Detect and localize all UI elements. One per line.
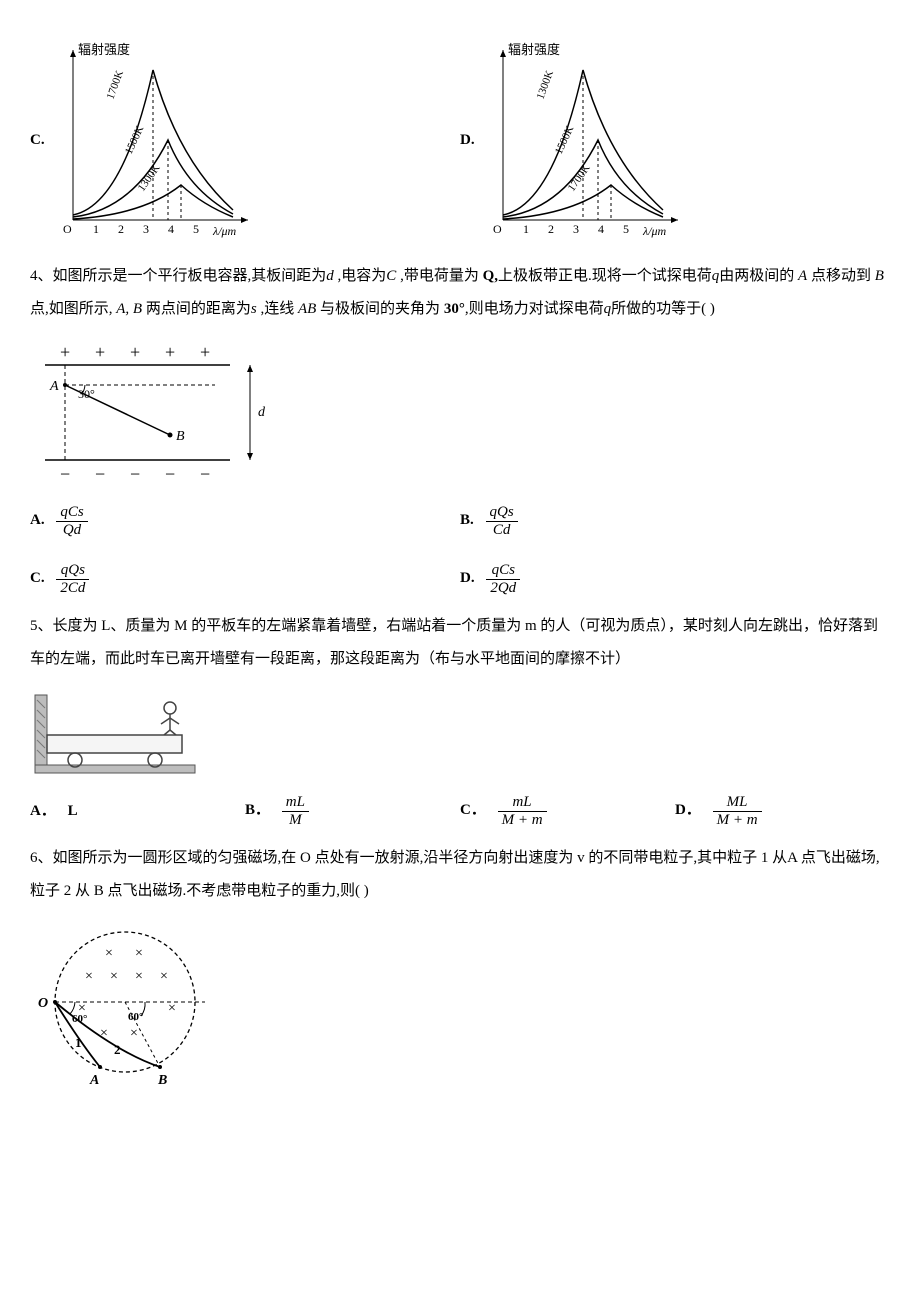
svg-text:5: 5 bbox=[193, 222, 199, 236]
svg-text:1700K: 1700K bbox=[104, 69, 126, 101]
svg-text:×: × bbox=[160, 969, 168, 984]
svg-text:×: × bbox=[168, 1001, 176, 1016]
q6-number: 6、 bbox=[30, 850, 53, 866]
q4-options: A. qCsQd B. qQsCd C. qQs2Cd D. qCs2Qd bbox=[30, 504, 890, 596]
svg-text:1300K: 1300K bbox=[135, 162, 162, 193]
svg-text:−: − bbox=[200, 464, 210, 484]
q5-number: 5、 bbox=[30, 618, 53, 634]
q5-option-b: B． mLM bbox=[245, 794, 460, 828]
q5-option-d: D． MLM + m bbox=[675, 794, 890, 828]
q6-diagram: O ×× ×××× ×× ×× A B 60° 60° 1 2 bbox=[30, 922, 890, 1092]
svg-text:λ/μm: λ/μm bbox=[642, 224, 667, 238]
q5-options: A． L B． mLM C． mLM + m D． MLM + m bbox=[30, 794, 890, 828]
svg-text:+: + bbox=[95, 342, 105, 362]
svg-text:+: + bbox=[130, 342, 140, 362]
svg-text:2: 2 bbox=[548, 222, 554, 236]
svg-text:O: O bbox=[493, 222, 502, 236]
svg-text:A: A bbox=[89, 1073, 99, 1088]
svg-text:A: A bbox=[49, 379, 59, 394]
svg-text:60°: 60° bbox=[72, 1013, 87, 1025]
q4-option-d: D. qCs2Qd bbox=[460, 562, 890, 596]
q4-option-a: A. qCsQd bbox=[30, 504, 460, 538]
option-label-c: C. bbox=[30, 128, 45, 152]
svg-text:B: B bbox=[176, 429, 185, 444]
svg-text:辐射强度: 辐射强度 bbox=[78, 42, 130, 57]
svg-text:B: B bbox=[157, 1073, 167, 1088]
q4-text: 4、如图所示是一个平行板电容器,其板间距为d ,电容为C ,带电荷量为 Q,上极… bbox=[30, 260, 890, 326]
svg-text:1: 1 bbox=[93, 222, 99, 236]
q4-diagram: + + + + + − − − − − A B 30° d bbox=[30, 340, 890, 490]
q5-option-a: A． L bbox=[30, 799, 245, 823]
q4-option-c: C. qQs2Cd bbox=[30, 562, 460, 596]
svg-text:−: − bbox=[60, 464, 70, 484]
radiation-graph-d: 辐射强度 λ/μm O 1 2 3 4 5 1300K 1500K 1700K bbox=[483, 40, 683, 240]
option-label-d: D. bbox=[460, 128, 475, 152]
svg-text:+: + bbox=[200, 342, 210, 362]
svg-text:+: + bbox=[60, 342, 70, 362]
svg-text:4: 4 bbox=[168, 222, 174, 236]
svg-text:30°: 30° bbox=[78, 387, 95, 401]
svg-text:5: 5 bbox=[623, 222, 629, 236]
q5-diagram bbox=[30, 690, 890, 780]
svg-text:3: 3 bbox=[573, 222, 579, 236]
svg-text:1500K: 1500K bbox=[122, 124, 146, 156]
q5-option-c: C． mLM + m bbox=[460, 794, 675, 828]
svg-text:2: 2 bbox=[118, 222, 124, 236]
q5-text: 5、长度为 L、质量为 M 的平板车的左端紧靠着墙壁，右端站着一个质量为 m 的… bbox=[30, 610, 890, 676]
svg-text:4: 4 bbox=[598, 222, 604, 236]
svg-text:×: × bbox=[105, 946, 113, 961]
svg-text:−: − bbox=[95, 464, 105, 484]
svg-text:1: 1 bbox=[75, 1035, 82, 1050]
svg-text:×: × bbox=[135, 969, 143, 984]
q3-option-d: D. 辐射强度 λ/μm O 1 2 3 4 5 1300K 1500K 170… bbox=[460, 40, 890, 240]
svg-text:1700K: 1700K bbox=[565, 162, 592, 193]
svg-text:O: O bbox=[63, 222, 72, 236]
svg-text:×: × bbox=[110, 969, 118, 984]
svg-text:×: × bbox=[130, 1026, 138, 1041]
svg-text:×: × bbox=[135, 946, 143, 961]
svg-text:+: + bbox=[165, 342, 175, 362]
radiation-graph-c: 辐射强度 λ/μm O 1 2 3 4 5 1700K 1500K 1300K bbox=[53, 40, 253, 240]
svg-text:−: − bbox=[165, 464, 175, 484]
svg-text:1500K: 1500K bbox=[552, 124, 576, 156]
svg-text:O: O bbox=[38, 996, 48, 1011]
q6-text: 6、如图所示为一圆形区域的匀强磁场,在 O 点处有一放射源,沿半径方向射出速度为… bbox=[30, 842, 890, 908]
svg-text:λ/μm: λ/μm bbox=[212, 224, 237, 238]
svg-text:1300K: 1300K bbox=[534, 69, 556, 101]
svg-text:d: d bbox=[258, 405, 266, 420]
q3-option-c: C. 辐射强度 λ/μm O 1 2 3 4 5 1700K 1500K 130… bbox=[30, 40, 460, 240]
svg-text:2: 2 bbox=[114, 1042, 121, 1057]
svg-text:3: 3 bbox=[143, 222, 149, 236]
q4-option-b: B. qQsCd bbox=[460, 504, 890, 538]
svg-text:×: × bbox=[85, 969, 93, 984]
svg-text:−: − bbox=[130, 464, 140, 484]
q3-options-cd: C. 辐射强度 λ/μm O 1 2 3 4 5 1700K 1500K 130… bbox=[30, 40, 890, 240]
svg-text:1: 1 bbox=[523, 222, 529, 236]
svg-text:辐射强度: 辐射强度 bbox=[508, 42, 560, 57]
q4-number: 4、 bbox=[30, 268, 53, 284]
